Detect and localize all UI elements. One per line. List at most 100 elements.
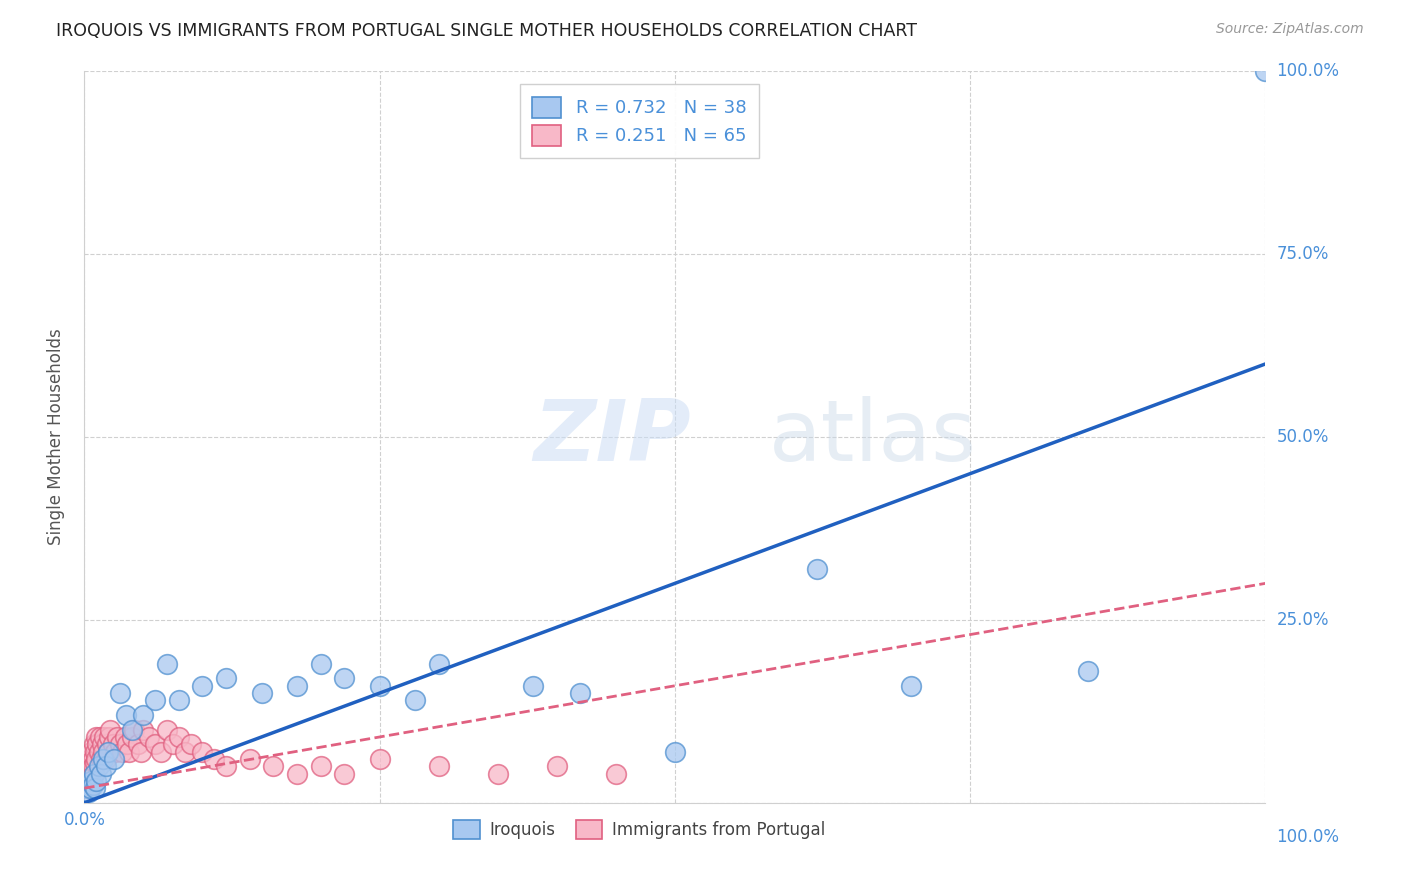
Point bbox=[86, 737, 108, 751]
Text: IROQUOIS VS IMMIGRANTS FROM PORTUGAL SINGLE MOTHER HOUSEHOLDS CORRELATION CHART: IROQUOIS VS IMMIGRANTS FROM PORTUGAL SIN… bbox=[56, 22, 917, 40]
Text: Source: ZipAtlas.com: Source: ZipAtlas.com bbox=[1216, 22, 1364, 37]
Point bbox=[89, 730, 111, 744]
Point bbox=[87, 745, 110, 759]
Point bbox=[82, 752, 104, 766]
Point bbox=[98, 730, 121, 744]
Point bbox=[104, 745, 127, 759]
Point bbox=[285, 766, 308, 780]
Point bbox=[138, 730, 160, 744]
Point bbox=[98, 723, 121, 737]
Point bbox=[94, 752, 117, 766]
Point bbox=[77, 785, 100, 799]
Point bbox=[1077, 664, 1099, 678]
Y-axis label: Single Mother Households: Single Mother Households bbox=[46, 329, 65, 545]
Point bbox=[108, 737, 131, 751]
Point bbox=[79, 781, 101, 796]
Point bbox=[80, 766, 103, 780]
Point bbox=[91, 752, 114, 766]
Point bbox=[84, 730, 107, 744]
Point bbox=[333, 672, 356, 686]
Point bbox=[180, 737, 202, 751]
Point bbox=[82, 759, 104, 773]
Point bbox=[77, 773, 100, 788]
Text: 50.0%: 50.0% bbox=[1277, 428, 1329, 446]
Point bbox=[129, 745, 152, 759]
Point bbox=[1254, 64, 1277, 78]
Text: atlas: atlas bbox=[769, 395, 977, 479]
Point bbox=[122, 723, 145, 737]
Point bbox=[368, 679, 391, 693]
Point bbox=[239, 752, 262, 766]
Point bbox=[80, 745, 103, 759]
Point bbox=[97, 745, 120, 759]
Text: 75.0%: 75.0% bbox=[1277, 245, 1329, 263]
Point bbox=[108, 686, 131, 700]
Point bbox=[546, 759, 568, 773]
Point bbox=[569, 686, 592, 700]
Point bbox=[250, 686, 273, 700]
Point bbox=[83, 766, 105, 780]
Point bbox=[107, 730, 129, 744]
Point bbox=[900, 679, 922, 693]
Text: 100.0%: 100.0% bbox=[1277, 62, 1340, 80]
Point bbox=[83, 737, 105, 751]
Point bbox=[77, 759, 100, 773]
Point bbox=[111, 745, 134, 759]
Point bbox=[90, 766, 112, 780]
Point bbox=[368, 752, 391, 766]
Point bbox=[132, 708, 155, 723]
Point bbox=[76, 773, 98, 788]
Legend: Iroquois, Immigrants from Portugal: Iroquois, Immigrants from Portugal bbox=[447, 814, 832, 846]
Point bbox=[127, 737, 149, 751]
Point bbox=[114, 730, 136, 744]
Point bbox=[94, 759, 117, 773]
Text: 25.0%: 25.0% bbox=[1277, 611, 1329, 629]
Point bbox=[84, 745, 107, 759]
Point bbox=[75, 781, 97, 796]
Point bbox=[333, 766, 356, 780]
Text: ZIP: ZIP bbox=[533, 395, 690, 479]
Point bbox=[132, 723, 155, 737]
Point bbox=[84, 756, 107, 770]
Point bbox=[486, 766, 509, 780]
Point bbox=[156, 657, 179, 671]
Point bbox=[115, 737, 138, 751]
Point bbox=[76, 781, 98, 796]
Point bbox=[77, 766, 100, 780]
Point bbox=[191, 745, 214, 759]
Point bbox=[79, 752, 101, 766]
Point bbox=[97, 745, 120, 759]
Point bbox=[404, 693, 426, 707]
Point bbox=[77, 778, 100, 792]
Point bbox=[91, 745, 114, 759]
Point bbox=[80, 773, 103, 788]
Point bbox=[77, 766, 100, 780]
Point bbox=[427, 759, 450, 773]
Point bbox=[143, 693, 166, 707]
Point bbox=[309, 759, 332, 773]
Point bbox=[285, 679, 308, 693]
Point bbox=[167, 693, 190, 707]
Point bbox=[427, 657, 450, 671]
Point bbox=[79, 770, 101, 784]
Point bbox=[82, 778, 104, 792]
Point bbox=[114, 708, 136, 723]
Point bbox=[76, 778, 98, 792]
Point bbox=[90, 752, 112, 766]
Point bbox=[215, 759, 238, 773]
Text: 100.0%: 100.0% bbox=[1277, 828, 1340, 846]
Point bbox=[167, 730, 190, 744]
Point bbox=[84, 752, 107, 766]
Point bbox=[262, 759, 284, 773]
Point bbox=[96, 737, 118, 751]
Point bbox=[101, 737, 124, 751]
Point bbox=[121, 730, 143, 744]
Point bbox=[121, 723, 143, 737]
Point bbox=[103, 752, 125, 766]
Point bbox=[156, 723, 179, 737]
Point bbox=[91, 737, 114, 751]
Point bbox=[143, 737, 166, 751]
Point bbox=[84, 773, 107, 788]
Point bbox=[522, 679, 544, 693]
Point bbox=[162, 737, 184, 751]
